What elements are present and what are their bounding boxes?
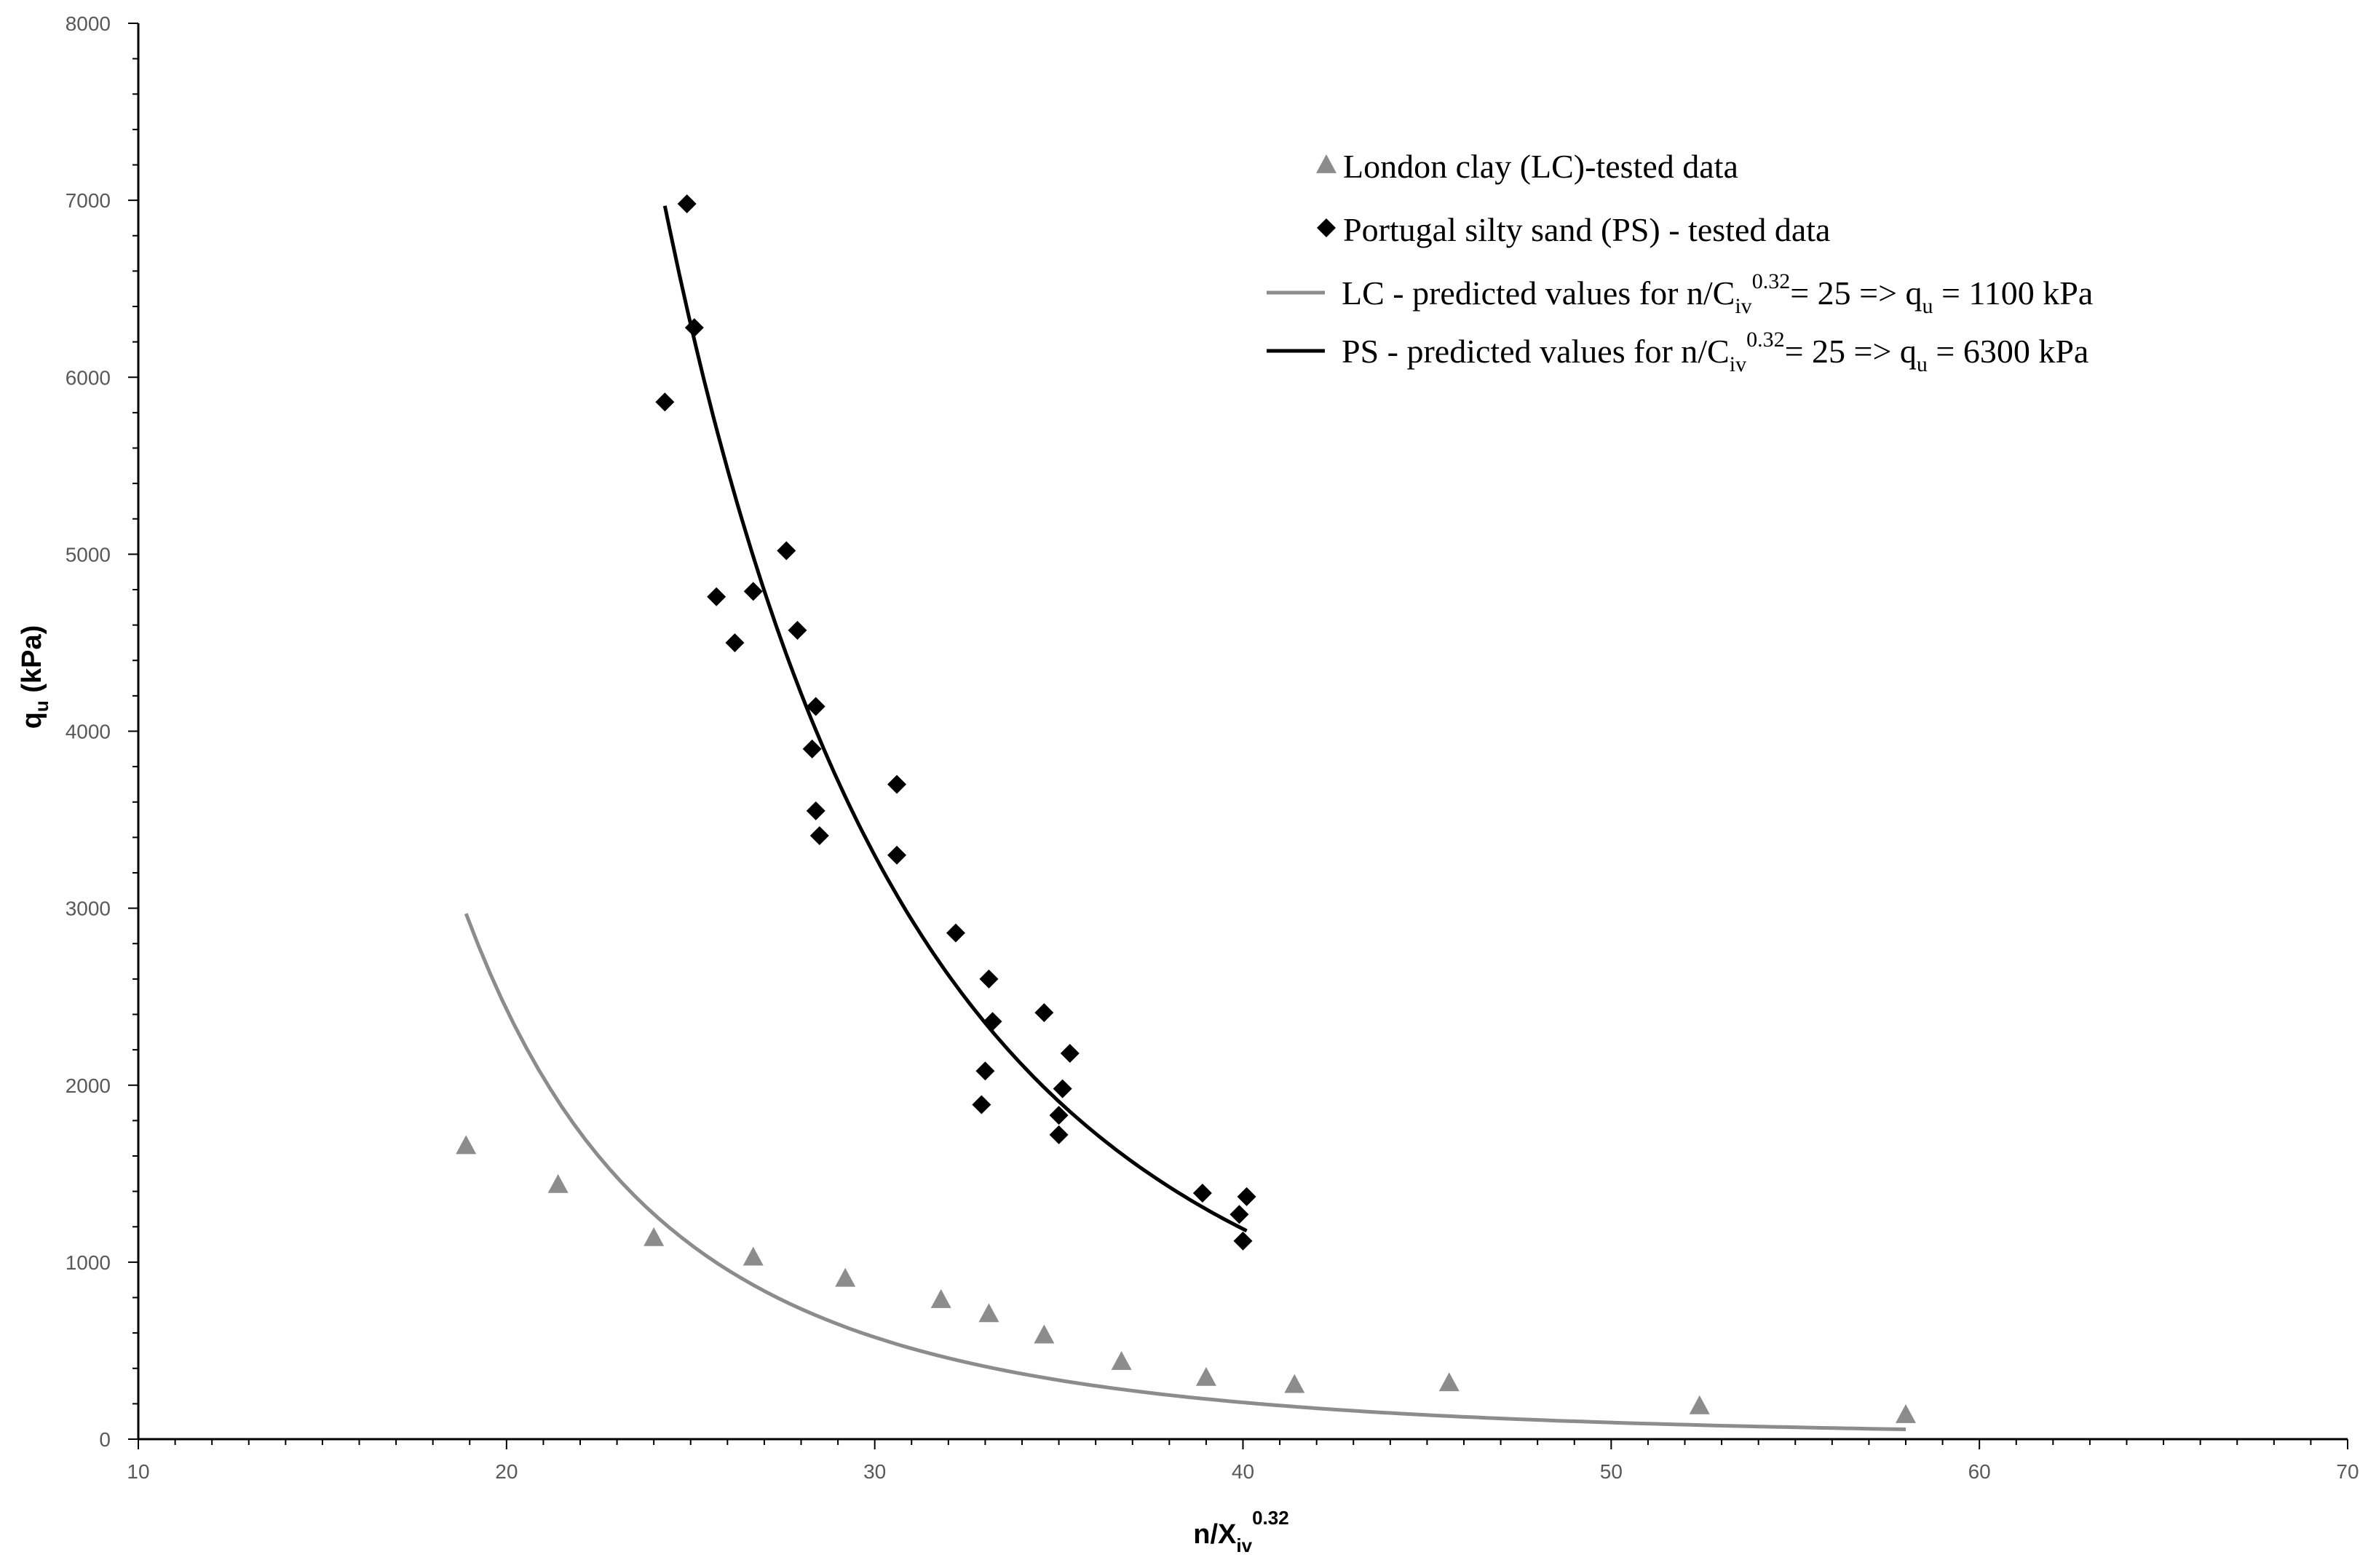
point-series-0 xyxy=(1689,1395,1710,1414)
x-tick-label: 40 xyxy=(1232,1460,1254,1483)
point-series-1 xyxy=(983,1012,1002,1032)
point-series-1 xyxy=(887,775,907,794)
point-series-1 xyxy=(1049,1106,1069,1125)
data-points xyxy=(456,194,1916,1423)
y-tick-label: 7000 xyxy=(66,189,111,212)
point-series-1 xyxy=(1049,1125,1069,1144)
y-tick-label: 5000 xyxy=(66,543,111,566)
curve-series-2 xyxy=(464,913,1906,1431)
point-series-1 xyxy=(887,845,907,865)
point-series-1 xyxy=(1237,1187,1256,1206)
point-series-1 xyxy=(979,969,999,989)
x-tick-label: 50 xyxy=(1600,1460,1623,1483)
point-series-0 xyxy=(547,1173,569,1193)
point-series-0 xyxy=(1438,1372,1460,1392)
point-series-1 xyxy=(1229,1205,1249,1224)
point-series-1 xyxy=(707,587,726,606)
point-series-1 xyxy=(677,194,697,213)
legend-label-1: Portugal silty sand (PS) - tested data xyxy=(1343,211,1830,248)
legend-marker-1 xyxy=(1317,218,1336,237)
point-series-1 xyxy=(975,1061,995,1081)
y-tick-label: 8000 xyxy=(66,12,111,35)
point-series-1 xyxy=(1060,1043,1080,1063)
point-series-1 xyxy=(684,318,704,338)
point-series-0 xyxy=(930,1288,951,1308)
prediction-curves xyxy=(464,205,1906,1431)
legend-label-3: PS - predicted values for n/Civ0.32= 25 … xyxy=(1342,328,2088,376)
point-series-0 xyxy=(743,1246,764,1266)
point-series-0 xyxy=(1111,1351,1132,1370)
y-axis-title: qu (kPa) xyxy=(17,625,52,729)
point-series-0 xyxy=(835,1267,856,1287)
axes xyxy=(137,23,2348,1441)
x-tick-label: 20 xyxy=(495,1460,518,1483)
point-series-0 xyxy=(1195,1366,1216,1386)
point-series-1 xyxy=(777,541,796,561)
point-series-1 xyxy=(1053,1079,1072,1098)
legend-marker-0 xyxy=(1316,154,1337,173)
point-series-1 xyxy=(809,825,829,845)
point-series-1 xyxy=(655,392,675,412)
point-series-0 xyxy=(456,1135,477,1155)
point-series-1 xyxy=(806,697,825,716)
y-tick-label: 3000 xyxy=(66,898,111,920)
point-series-0 xyxy=(644,1227,665,1246)
legend-label-0: London clay (LC)-tested data xyxy=(1343,148,1738,185)
point-series-1 xyxy=(972,1095,991,1114)
point-series-0 xyxy=(1896,1403,1916,1423)
point-series-1 xyxy=(806,801,825,820)
curve-series-3 xyxy=(662,205,1248,1233)
y-tick-label: 0 xyxy=(99,1428,111,1451)
x-axis-title: n/Xiv0.32 xyxy=(1193,1507,1288,1556)
point-series-0 xyxy=(1284,1374,1305,1393)
x-tick-label: 60 xyxy=(1968,1460,1991,1483)
point-series-1 xyxy=(802,739,822,759)
y-tick-label: 6000 xyxy=(66,366,111,389)
y-tick-label: 1000 xyxy=(66,1251,111,1274)
point-series-1 xyxy=(743,582,763,601)
point-series-1 xyxy=(1192,1184,1212,1203)
y-tick-label: 4000 xyxy=(66,721,111,743)
legend-label-2: LC - predicted values for n/Civ0.32= 25 … xyxy=(1342,269,2093,318)
x-tick-label: 70 xyxy=(2336,1460,2359,1483)
x-tick-label: 10 xyxy=(127,1460,149,1483)
point-series-1 xyxy=(1034,1003,1054,1023)
ticks: 10 20 30 40 50 60 70 0 1000 2000 3000 4000 5000 6000 7… xyxy=(66,12,2359,1483)
y-tick-label: 2000 xyxy=(66,1074,111,1097)
point-series-1 xyxy=(725,633,745,652)
legend: London clay (LC)-tested data Portugal sil… xyxy=(1267,148,2093,376)
point-series-0 xyxy=(978,1303,999,1323)
point-series-1 xyxy=(1233,1231,1253,1251)
point-series-0 xyxy=(1034,1324,1055,1344)
x-tick-label: 30 xyxy=(863,1460,886,1483)
point-series-1 xyxy=(946,923,965,943)
point-series-1 xyxy=(788,620,807,640)
